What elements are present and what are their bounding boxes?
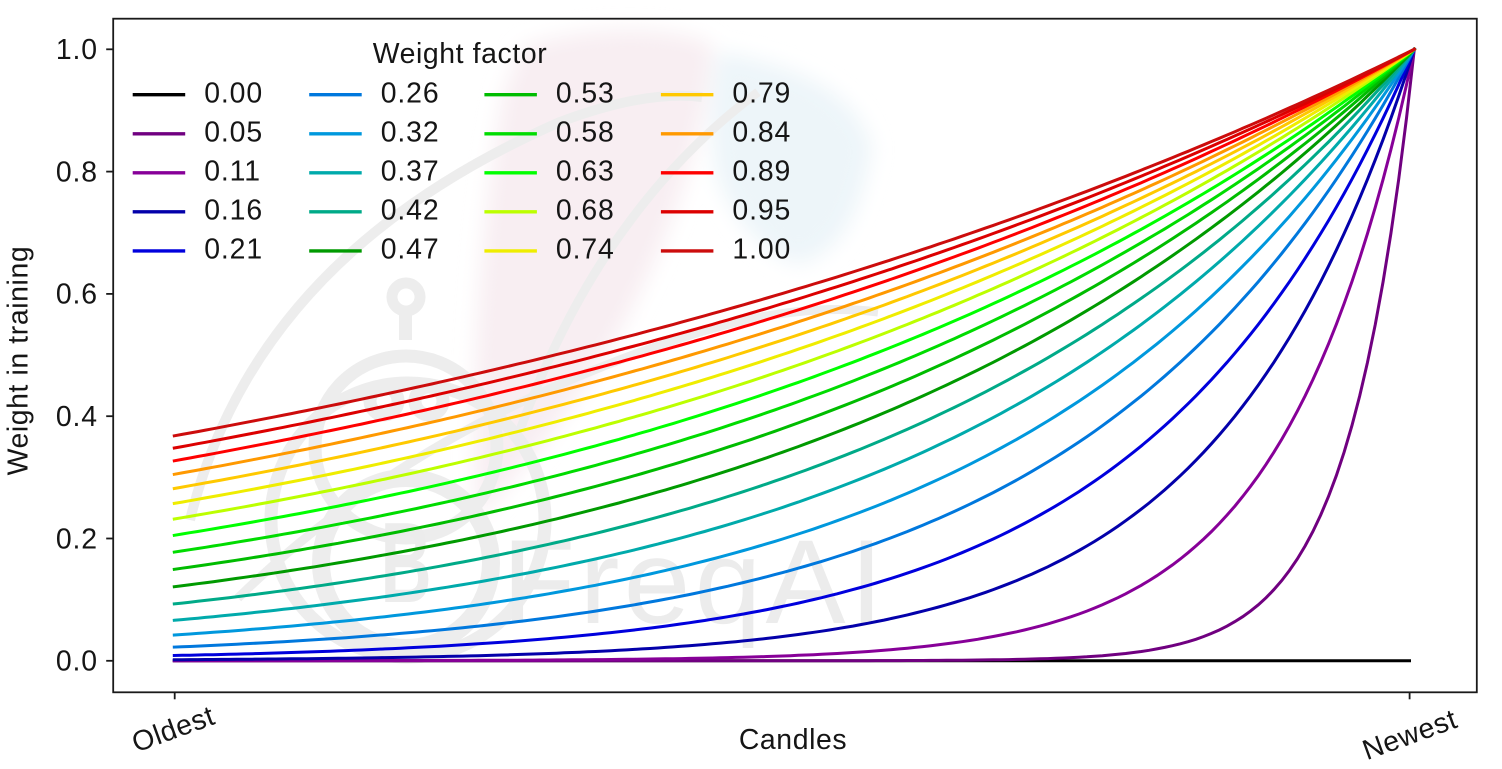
svg-text:0.63: 0.63	[556, 155, 615, 187]
svg-text:0.16: 0.16	[204, 194, 263, 226]
svg-text:0.74: 0.74	[556, 234, 615, 266]
svg-text:Weight in training: Weight in training	[2, 246, 34, 476]
svg-text:0.95: 0.95	[732, 194, 791, 226]
svg-text:0.05: 0.05	[204, 116, 263, 148]
svg-text:0.42: 0.42	[381, 194, 440, 226]
svg-text:FreqAI: FreqAI	[502, 515, 887, 649]
svg-text:B: B	[380, 500, 431, 627]
svg-text:0.26: 0.26	[381, 77, 440, 109]
svg-text:0.53: 0.53	[556, 77, 615, 109]
svg-text:0.0: 0.0	[56, 646, 98, 678]
svg-text:0.79: 0.79	[732, 77, 791, 109]
svg-text:1.00: 1.00	[732, 234, 791, 266]
svg-text:0.8: 0.8	[56, 156, 98, 188]
svg-text:0.00: 0.00	[204, 77, 263, 109]
svg-text:0.89: 0.89	[732, 155, 791, 187]
svg-text:1.0: 1.0	[56, 34, 98, 66]
svg-text:0.32: 0.32	[381, 116, 440, 148]
svg-text:0.2: 0.2	[56, 523, 98, 555]
svg-text:0.84: 0.84	[732, 116, 791, 148]
svg-text:0.6: 0.6	[56, 279, 98, 311]
svg-text:0.21: 0.21	[204, 234, 263, 266]
svg-text:Weight factor: Weight factor	[373, 38, 548, 70]
svg-text:Candles: Candles	[739, 724, 847, 756]
svg-text:0.11: 0.11	[204, 155, 261, 187]
svg-text:0.47: 0.47	[381, 234, 440, 266]
svg-text:0.37: 0.37	[381, 155, 440, 187]
svg-text:0.68: 0.68	[556, 194, 615, 226]
svg-text:0.58: 0.58	[556, 116, 615, 148]
svg-text:0.4: 0.4	[56, 401, 98, 433]
